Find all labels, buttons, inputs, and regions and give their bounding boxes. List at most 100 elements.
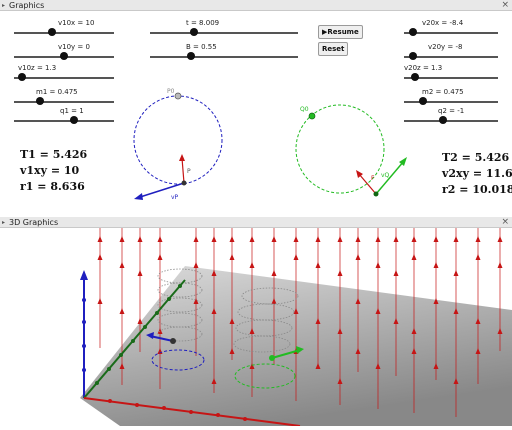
graphics-panel-titlebar: ▸ Graphics × bbox=[0, 0, 512, 11]
field-arrow-icon bbox=[393, 236, 399, 242]
field-arrow-icon bbox=[97, 236, 103, 242]
field-arrow-icon bbox=[271, 298, 277, 304]
start-point-q0[interactable] bbox=[308, 112, 316, 120]
slider-v20x[interactable]: v20x = -8.4 bbox=[404, 19, 498, 39]
slider-knob[interactable] bbox=[418, 97, 427, 105]
resume-button[interactable]: ▶Resume bbox=[318, 25, 363, 39]
field-arrow-icon bbox=[229, 348, 235, 354]
slider-knob[interactable] bbox=[409, 28, 418, 36]
point-label-1: P bbox=[187, 168, 191, 175]
orbit-1-projection bbox=[151, 349, 205, 371]
field-arrow-icon bbox=[157, 236, 163, 242]
field-arrow-icon bbox=[157, 254, 163, 260]
slider-v10z[interactable]: v10z = 1.3 bbox=[14, 64, 114, 84]
close-icon[interactable]: × bbox=[501, 0, 509, 10]
velocity-arrowhead-icon bbox=[134, 193, 143, 200]
slider-v20y[interactable]: v20y = -8 bbox=[404, 43, 498, 63]
field-arrow-icon bbox=[497, 328, 503, 334]
graphics-view-3d[interactable] bbox=[0, 228, 512, 427]
slider-q2[interactable]: q2 = -1 bbox=[404, 107, 498, 127]
velocity-arrowhead-icon bbox=[296, 346, 304, 354]
slider-v10y[interactable]: v10y = 0 bbox=[14, 43, 114, 63]
field-arrow-icon bbox=[475, 348, 481, 354]
slider-m1[interactable]: m1 = 0.475 bbox=[14, 88, 114, 108]
slider-knob[interactable] bbox=[187, 52, 196, 60]
particle-1-point[interactable] bbox=[181, 180, 187, 186]
field-arrow-icon bbox=[293, 236, 299, 242]
helix-trajectory-1 bbox=[157, 268, 203, 342]
field-arrow-icon bbox=[475, 254, 481, 260]
field-arrow-icon bbox=[315, 236, 321, 242]
field-arrow-icon bbox=[249, 262, 255, 268]
start-label-2: Q0 bbox=[300, 106, 309, 113]
slider-label: t = 8.009 bbox=[186, 19, 220, 27]
field-arrow-icon bbox=[315, 318, 321, 324]
field-arrow-icon bbox=[229, 254, 235, 260]
x-axis-ticks bbox=[108, 399, 247, 421]
field-arrow-icon bbox=[411, 328, 417, 334]
slider-knob[interactable] bbox=[190, 28, 199, 36]
radius-2-text: r2 = 10.018 bbox=[442, 183, 512, 196]
force-vector-1 bbox=[181, 157, 185, 184]
slider-label: v20y = -8 bbox=[428, 43, 463, 51]
graphics-panel-title: Graphics bbox=[9, 1, 45, 10]
force-arrowhead-icon bbox=[356, 170, 363, 178]
magnetic-field-lines bbox=[97, 228, 503, 417]
velocity-vector-1-3d bbox=[149, 335, 174, 342]
field-arrow-icon bbox=[355, 236, 361, 242]
slider-t[interactable]: t = 8.009 bbox=[150, 19, 298, 39]
field-arrow-icon bbox=[411, 236, 417, 242]
field-arrow-icon bbox=[355, 254, 361, 260]
field-arrow-icon bbox=[355, 298, 361, 304]
particle-2-point[interactable] bbox=[373, 191, 379, 197]
slider-knob[interactable] bbox=[48, 28, 56, 36]
field-arrow-icon bbox=[211, 378, 217, 384]
field-arrow-icon bbox=[97, 254, 103, 260]
graphics3d-panel-titlebar: ▸ 3D Graphics × bbox=[0, 217, 512, 228]
force-arrowhead-icon bbox=[179, 154, 185, 161]
particle-1-3d[interactable] bbox=[170, 338, 176, 344]
slider-knob[interactable] bbox=[411, 73, 420, 81]
collapse-triangle-icon[interactable]: ▸ bbox=[2, 2, 6, 9]
field-arrow-icon bbox=[497, 236, 503, 242]
graphics3d-panel-title: 3D Graphics bbox=[9, 218, 59, 227]
collapse-triangle-icon[interactable]: ▸ bbox=[2, 219, 6, 226]
speed-1-text: v1xy = 10 bbox=[20, 164, 80, 177]
field-arrow-icon bbox=[97, 298, 103, 304]
slider-m2[interactable]: m2 = 0.475 bbox=[404, 88, 498, 108]
slider-knob[interactable] bbox=[18, 73, 26, 81]
field-arrow-icon bbox=[193, 236, 199, 242]
orbit-2-circle bbox=[295, 104, 385, 194]
field-arrow-icon bbox=[453, 236, 459, 242]
slider-label: m1 = 0.475 bbox=[36, 88, 78, 96]
field-arrow-icon bbox=[375, 308, 381, 314]
orbit-1-circle bbox=[133, 95, 223, 185]
close-icon[interactable]: × bbox=[501, 217, 509, 227]
velocity-arrowhead-icon bbox=[399, 157, 407, 166]
slider-q1[interactable]: q1 = 1 bbox=[14, 107, 114, 127]
slider-knob[interactable] bbox=[36, 97, 44, 105]
field-arrow-icon bbox=[249, 236, 255, 242]
graphics-view-2d[interactable]: v10x = 10 v10y = 0 v10z = 1.3 m1 = 0.475… bbox=[0, 11, 512, 217]
field-arrow-icon bbox=[315, 262, 321, 268]
velocity-arrowhead-icon bbox=[146, 332, 154, 339]
field-arrow-icon bbox=[337, 236, 343, 242]
field-arrow-icon bbox=[433, 298, 439, 304]
slider-label: q1 = 1 bbox=[60, 107, 84, 115]
slider-v10x[interactable]: v10x = 10 bbox=[14, 19, 114, 39]
field-arrow-icon bbox=[453, 270, 459, 276]
field-arrow-icon bbox=[229, 236, 235, 242]
field-arrow-icon bbox=[393, 318, 399, 324]
force-vector-2 bbox=[358, 173, 377, 195]
particle-2-3d[interactable] bbox=[269, 355, 275, 361]
slider-knob[interactable] bbox=[70, 116, 78, 124]
slider-v20z[interactable]: v20z = 1.3 bbox=[404, 64, 498, 84]
slider-B[interactable]: B = 0.55 bbox=[150, 43, 298, 63]
slider-knob[interactable] bbox=[409, 52, 418, 60]
reset-button[interactable]: Reset bbox=[318, 42, 349, 56]
slider-knob[interactable] bbox=[439, 116, 448, 124]
slider-knob[interactable] bbox=[60, 52, 68, 60]
field-arrow-icon bbox=[433, 236, 439, 242]
slider-label: v10z = 1.3 bbox=[18, 64, 57, 72]
start-point-p0[interactable] bbox=[174, 92, 182, 100]
